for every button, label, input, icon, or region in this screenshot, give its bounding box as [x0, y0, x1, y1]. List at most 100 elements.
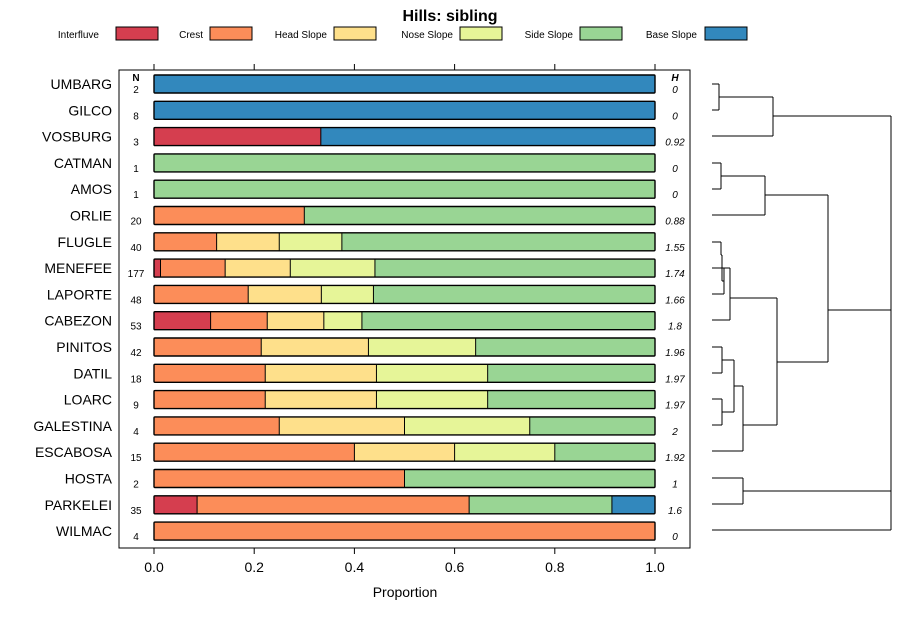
bar-segment [554, 443, 655, 462]
bar-outline [153, 100, 656, 121]
legend-label: Nose Slope [401, 30, 453, 41]
bar-outline [153, 337, 656, 357]
h-value: 1.97 [665, 374, 685, 385]
bar-outline [153, 389, 656, 410]
n-value: 48 [130, 295, 142, 306]
row-label: CATMAN [54, 155, 112, 171]
bar-outline [153, 74, 656, 94]
bar-outline [153, 416, 656, 436]
bar-outline [153, 126, 656, 147]
legend-swatch [579, 26, 623, 41]
bar-segment [487, 390, 655, 409]
h-value: 1.55 [665, 243, 685, 254]
bar-segment [154, 153, 655, 172]
bar-segment [304, 206, 655, 225]
bar-segment [373, 285, 655, 304]
x-axis: 0.0 0.2 0.4 0.6 0.8 1.0 [144, 64, 665, 575]
bar-outline [153, 363, 656, 383]
row-label: WILMAC [56, 523, 112, 539]
bar-segment [197, 495, 470, 514]
row-label: ORLIE [70, 208, 112, 224]
legend-swatch [459, 26, 503, 41]
bar-segment [529, 416, 655, 435]
bar-segment [154, 101, 655, 120]
plot-frame [118, 69, 691, 549]
legend: Interfluve Crest Head Slope Nose Slope Side … [58, 26, 748, 41]
row-label: ESCABOSA [35, 444, 113, 460]
bar-outline [153, 311, 656, 331]
bar-segment [611, 495, 655, 514]
n-value: 2 [133, 480, 139, 491]
h-value: 0 [672, 164, 678, 175]
bar-segment [321, 285, 374, 304]
bar-segment [154, 311, 211, 330]
row-label: UMBARG [51, 76, 112, 92]
bar-segment [154, 75, 655, 93]
legend-swatch [704, 26, 748, 41]
bar-segment [320, 127, 655, 146]
n-value: 177 [128, 269, 145, 280]
bar-segment [225, 259, 291, 278]
bar-segment [154, 180, 655, 199]
h-value: 1.6 [668, 506, 682, 517]
bar-segment [154, 285, 249, 304]
n-value: 4 [133, 532, 139, 543]
bar-segment [154, 206, 305, 225]
bar-segment [154, 390, 266, 409]
x-tick-label: 0.8 [545, 559, 565, 575]
n-value: 1 [133, 190, 139, 201]
bar-segment [290, 259, 375, 278]
x-axis-label: Proportion [373, 584, 438, 600]
h-value: 0 [672, 532, 678, 543]
bar-segment [210, 311, 268, 330]
row-label: FLUGLE [58, 234, 112, 250]
bar-segment [267, 311, 324, 330]
bar-outline [153, 153, 656, 173]
bar-outline [153, 284, 656, 305]
n-value: 53 [130, 322, 142, 333]
row-label: PARKELEI [45, 497, 112, 513]
bar-segment [265, 390, 377, 409]
legend-label: Base Slope [646, 30, 698, 41]
n-value: 2 [133, 85, 139, 96]
bar-segment [154, 443, 355, 462]
x-tick-label: 0.4 [345, 559, 365, 575]
x-tick-label: 0.0 [144, 559, 164, 575]
n-value: 15 [130, 453, 142, 464]
row-label: GILCO [68, 102, 112, 118]
n-value: 1 [133, 164, 139, 175]
h-value: 1.8 [668, 322, 682, 333]
bar-outline [153, 495, 656, 515]
legend-label: Head Slope [275, 30, 328, 41]
bar-segment [265, 364, 377, 383]
row-label: MENEFEE [44, 260, 112, 276]
bar-segment [376, 364, 488, 383]
bar-segment [341, 232, 655, 251]
bar-segment [454, 443, 555, 462]
chart-title: Hills: sibling [402, 8, 497, 25]
h-value: 1.66 [665, 295, 685, 306]
legend-swatch [333, 26, 377, 41]
legend-label: Crest [179, 30, 203, 41]
legend-label: Interfluve [58, 30, 100, 41]
bar-segment [469, 495, 612, 514]
row-label: CABEZON [44, 313, 112, 329]
bar-segment [354, 443, 455, 462]
bar-segment [323, 311, 362, 330]
bar-segment [154, 364, 266, 383]
bar-segment [374, 259, 655, 278]
bar-segment [487, 364, 655, 383]
h-value: 1.96 [665, 348, 685, 359]
h-value: 0 [672, 85, 678, 96]
bar-segment [154, 416, 280, 435]
h-value: 1.74 [665, 269, 685, 280]
row-label: DATIL [73, 365, 112, 381]
bar-segment [154, 522, 655, 541]
bar-segment [279, 416, 405, 435]
bar-segment [368, 338, 476, 356]
bar-segment [154, 495, 198, 514]
bar-segment [404, 469, 655, 488]
x-tick-label: 0.6 [445, 559, 465, 575]
